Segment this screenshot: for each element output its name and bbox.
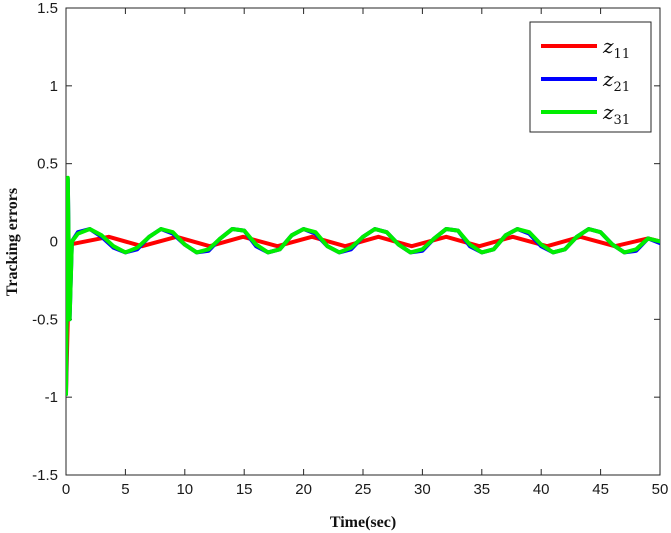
y-tick-label: 1 [50,78,58,95]
series-layer [66,175,660,397]
y-tick-label: -1.5 [32,467,58,484]
y-tick-label: 1.5 [37,0,58,17]
legend-subscript-z31: 31 [614,113,631,128]
x-tick-label: 35 [473,481,490,498]
y-tick-label: 0.5 [37,156,58,173]
y-tick-label: -0.5 [32,311,58,328]
y-axis-label: Tracking errors [4,188,21,296]
x-tick-label: 15 [236,481,253,498]
x-tick-label: 0 [62,481,70,498]
legend-label-z21: z21 [602,67,630,95]
legend-label-z11: z11 [602,34,630,62]
x-axis-label: Time(sec) [330,514,396,531]
legend-subscript-z21: 21 [614,80,631,95]
y-tick-label: -1 [45,389,58,406]
x-tick-label: 20 [295,481,312,498]
legend-label-z31: z31 [602,100,630,128]
legend-name-z11: z [602,34,614,58]
legend-name-z31: z [602,100,614,124]
legend-name-z21: z [602,67,614,91]
axis-ticks [65,7,661,476]
x-tick-label: 50 [652,481,669,498]
x-tick-label: 40 [533,481,550,498]
legend: z11 z21 z31 [529,21,652,133]
x-tick-label: 25 [355,481,372,498]
legend-subscript-z11: 11 [614,47,631,62]
axis-tick-labels: 0 5 10 15 20 25 30 35 40 45 50 1.5 1 0.5 0 -0.5 -1 -1.5 [32,0,668,498]
y-tick-label: 0 [50,234,58,251]
x-tick-label: 5 [121,481,129,498]
series-line-z31 [66,175,660,397]
x-tick-label: 10 [176,481,193,498]
x-tick-label: 45 [592,481,609,498]
x-tick-label: 30 [414,481,431,498]
